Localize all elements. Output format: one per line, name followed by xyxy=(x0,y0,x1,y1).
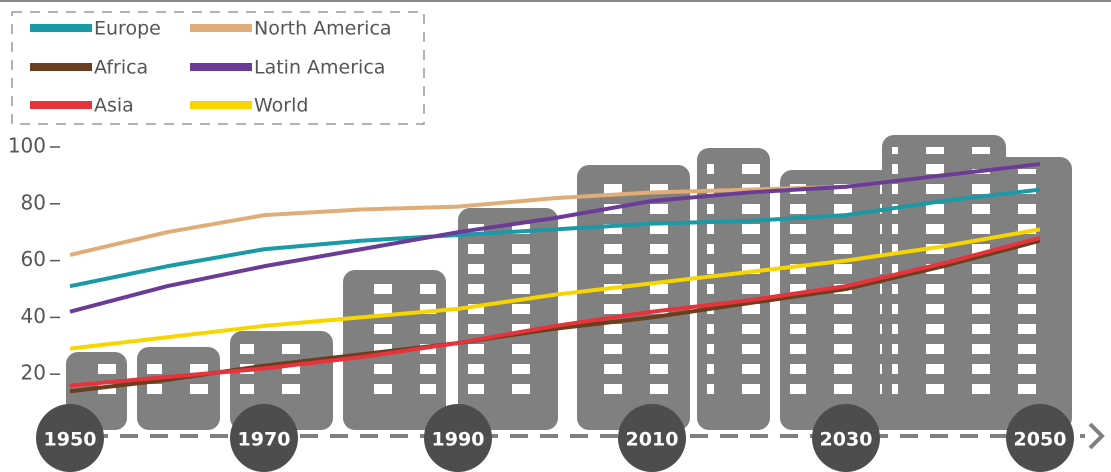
x-tick-marker xyxy=(230,404,298,472)
building-windows xyxy=(240,343,323,402)
building-windows xyxy=(468,220,548,402)
legend-label: North America xyxy=(254,18,392,40)
x-tick-marker xyxy=(424,404,492,472)
building-windows xyxy=(707,160,760,402)
x-tick-marker xyxy=(36,404,104,472)
x-tick-label: 2050 xyxy=(1014,429,1067,451)
y-tick-label: 40 xyxy=(21,304,46,328)
y-tick-label: 20 xyxy=(21,361,46,385)
x-tick-label: 1990 xyxy=(432,429,485,451)
buildings xyxy=(66,135,1072,430)
x-tick-label: 2030 xyxy=(820,429,873,451)
axis-arrow xyxy=(1088,422,1105,450)
x-tick-label: 2010 xyxy=(626,429,679,451)
legend-label: Asia xyxy=(94,95,134,117)
y-tick-label: 60 xyxy=(21,247,46,271)
x-tick-marker xyxy=(618,404,686,472)
legend-label: World xyxy=(254,95,308,117)
y-tick-label: 80 xyxy=(21,190,46,214)
building-windows xyxy=(967,169,1062,402)
legend-box xyxy=(11,11,425,125)
legend-label: Europe xyxy=(94,18,161,40)
series-line xyxy=(69,227,1041,351)
building-windows xyxy=(353,282,436,402)
y-tick-label: 100 xyxy=(8,134,46,158)
x-tick-marker xyxy=(812,404,880,472)
legend-label: Africa xyxy=(94,57,148,79)
x-tick-label: 1950 xyxy=(44,429,97,451)
series-line xyxy=(69,187,1041,289)
legend-label: Latin America xyxy=(254,57,385,79)
x-tick-label: 1970 xyxy=(238,429,291,451)
x-tick-marker xyxy=(1006,404,1074,472)
series-line xyxy=(69,235,1041,388)
series-line xyxy=(69,162,1041,314)
